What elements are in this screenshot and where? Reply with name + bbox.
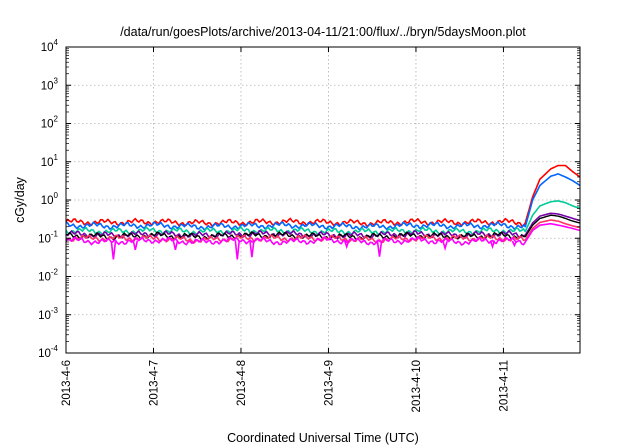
y-axis-ticks: 104 103 102 101 100 10-1 10-2 10-3 10-4 bbox=[38, 38, 580, 360]
gridlines bbox=[66, 47, 580, 353]
series-dip bbox=[172, 240, 179, 250]
y-axis-label: cGy/day bbox=[13, 176, 27, 223]
chart-title: /data/run/goesPlots/archive/2013-04-11/2… bbox=[120, 25, 526, 39]
series-line bbox=[65, 219, 581, 244]
series-group bbox=[65, 164, 581, 260]
series-dip bbox=[110, 241, 117, 260]
series-dip bbox=[343, 240, 350, 250]
x-tick-label: 2013-4-9 bbox=[323, 360, 335, 406]
series-line bbox=[65, 200, 581, 236]
x-axis-ticks: 2013-4-6 2013-4-7 2013-4-8 2013-4-9 2013-4-1… bbox=[61, 47, 510, 412]
x-axis-label: Coordinated Universal Time (UTC) bbox=[227, 431, 419, 445]
y-tick-label: 10-4 bbox=[38, 344, 58, 360]
series-dip bbox=[511, 240, 518, 248]
series-dip bbox=[234, 240, 241, 260]
x-tick-label: 2013-4-10 bbox=[411, 360, 423, 412]
series-line bbox=[65, 164, 581, 227]
series-line bbox=[65, 173, 581, 231]
series-dip bbox=[249, 240, 255, 258]
y-tick-label: 101 bbox=[41, 153, 59, 169]
y-tick-label: 10-3 bbox=[38, 306, 58, 322]
series-dip bbox=[132, 240, 139, 250]
x-tick-label: 2013-4-7 bbox=[148, 360, 160, 406]
series-dip bbox=[376, 241, 383, 257]
y-tick-label: 104 bbox=[41, 38, 59, 54]
x-tick-label: 2013-4-8 bbox=[236, 360, 248, 406]
series-dip bbox=[442, 241, 448, 252]
y-tick-label: 103 bbox=[41, 76, 59, 92]
series-dip bbox=[489, 240, 496, 250]
y-tick-label: 10-1 bbox=[38, 229, 58, 245]
y-tick-label: 100 bbox=[41, 191, 59, 207]
x-tick-label: 2013-4-6 bbox=[61, 360, 73, 406]
y-tick-label: 102 bbox=[41, 115, 59, 131]
x-tick-label: 2013-4-11 bbox=[498, 360, 510, 412]
y-tick-label: 10-2 bbox=[38, 268, 58, 284]
